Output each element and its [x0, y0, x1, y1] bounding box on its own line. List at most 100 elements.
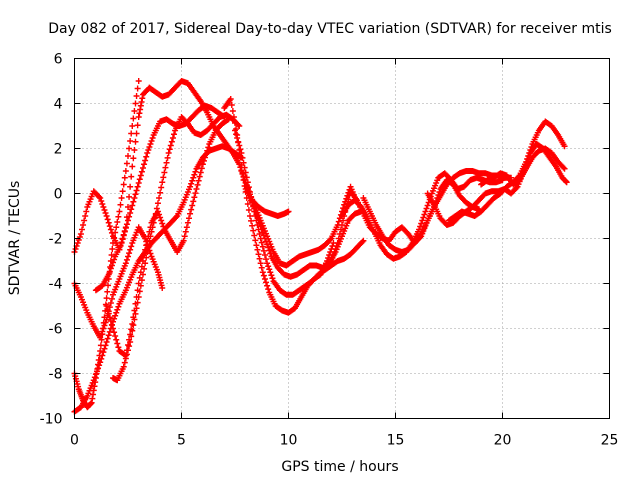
data-point — [258, 264, 265, 271]
data-point — [138, 168, 145, 175]
data-point — [513, 184, 520, 191]
data-point — [135, 280, 142, 287]
data-point — [100, 349, 107, 356]
data-point — [238, 150, 245, 156]
data-point — [264, 241, 271, 248]
data-point — [232, 120, 238, 126]
data-point — [130, 198, 137, 205]
data-point — [160, 174, 167, 181]
data-point — [98, 355, 105, 362]
data-point — [191, 171, 198, 178]
data-point — [225, 116, 232, 123]
data-point — [89, 395, 96, 402]
data-point — [266, 266, 273, 273]
data-point — [133, 93, 140, 99]
data-point — [74, 240, 81, 246]
data-point — [128, 130, 135, 137]
data-point — [185, 215, 192, 222]
x-tick-label: 25 — [601, 433, 619, 449]
data-point — [103, 339, 110, 345]
data-point — [111, 234, 118, 241]
data-point — [114, 306, 121, 313]
data-point — [115, 344, 122, 351]
data-point — [83, 208, 90, 215]
data-point — [99, 352, 106, 359]
data-point — [105, 310, 112, 317]
data-point — [88, 399, 95, 406]
data-point — [112, 229, 119, 236]
data-point — [257, 260, 264, 267]
data-point — [238, 168, 245, 174]
data-point — [106, 270, 113, 276]
data-point — [127, 183, 134, 190]
data-point — [200, 157, 207, 164]
data-point — [138, 99, 145, 105]
data-point — [131, 195, 138, 201]
data-point — [135, 180, 142, 186]
data-point — [104, 288, 111, 295]
data-point — [76, 234, 83, 240]
data-point — [417, 223, 424, 230]
data-point — [147, 224, 154, 231]
data-point — [103, 213, 110, 219]
data-point — [258, 226, 265, 233]
data-point — [142, 157, 149, 164]
data-point — [339, 222, 345, 228]
data-point — [132, 191, 139, 198]
data-point — [108, 252, 115, 258]
data-point — [235, 121, 242, 128]
data-point — [159, 179, 166, 186]
data-point — [125, 217, 131, 224]
y-tick-label: -6 — [49, 322, 63, 338]
data-point — [115, 303, 122, 310]
data-point — [111, 329, 118, 336]
data-point — [264, 282, 271, 289]
data-point — [245, 207, 252, 213]
data-point — [252, 208, 259, 215]
data-point — [130, 314, 137, 321]
data-point — [195, 177, 202, 184]
data-point — [236, 142, 243, 149]
data-point — [149, 135, 156, 141]
data-point — [228, 102, 235, 108]
data-point — [360, 237, 367, 244]
data-point — [340, 217, 347, 224]
data-point — [123, 347, 130, 354]
data-point — [328, 258, 335, 264]
data-point — [128, 173, 135, 180]
y-tick-label: 0 — [54, 187, 63, 203]
data-point — [263, 256, 270, 263]
data-point — [131, 307, 138, 314]
data-point — [107, 264, 114, 270]
y-tick-label: -8 — [49, 367, 63, 383]
data-point — [126, 343, 133, 350]
data-point — [260, 272, 267, 279]
data-point — [196, 173, 203, 180]
data-point — [154, 200, 161, 207]
data-point — [92, 371, 99, 378]
data-point — [158, 217, 165, 224]
y-tick-label: -10 — [40, 412, 63, 428]
data-point — [132, 100, 139, 107]
data-point — [253, 211, 260, 218]
data-point — [136, 274, 143, 281]
data-point — [132, 138, 139, 145]
data-point — [260, 247, 267, 254]
data-point — [239, 171, 246, 177]
data-point — [148, 138, 155, 144]
data-point — [127, 210, 134, 216]
data-point — [107, 318, 114, 324]
y-axis: -10 -8 -6 -4 -2 0 2 4 6 — [40, 52, 610, 428]
data-point — [146, 144, 153, 150]
data-point — [122, 260, 129, 267]
data-point — [188, 180, 195, 187]
data-point — [254, 246, 261, 253]
data-point — [249, 199, 256, 206]
data-point — [252, 237, 259, 244]
data-point — [126, 213, 133, 220]
data-point — [264, 260, 271, 267]
data-point — [113, 336, 120, 343]
data-point — [183, 224, 190, 231]
data-point — [250, 227, 257, 234]
data-point — [190, 198, 197, 205]
